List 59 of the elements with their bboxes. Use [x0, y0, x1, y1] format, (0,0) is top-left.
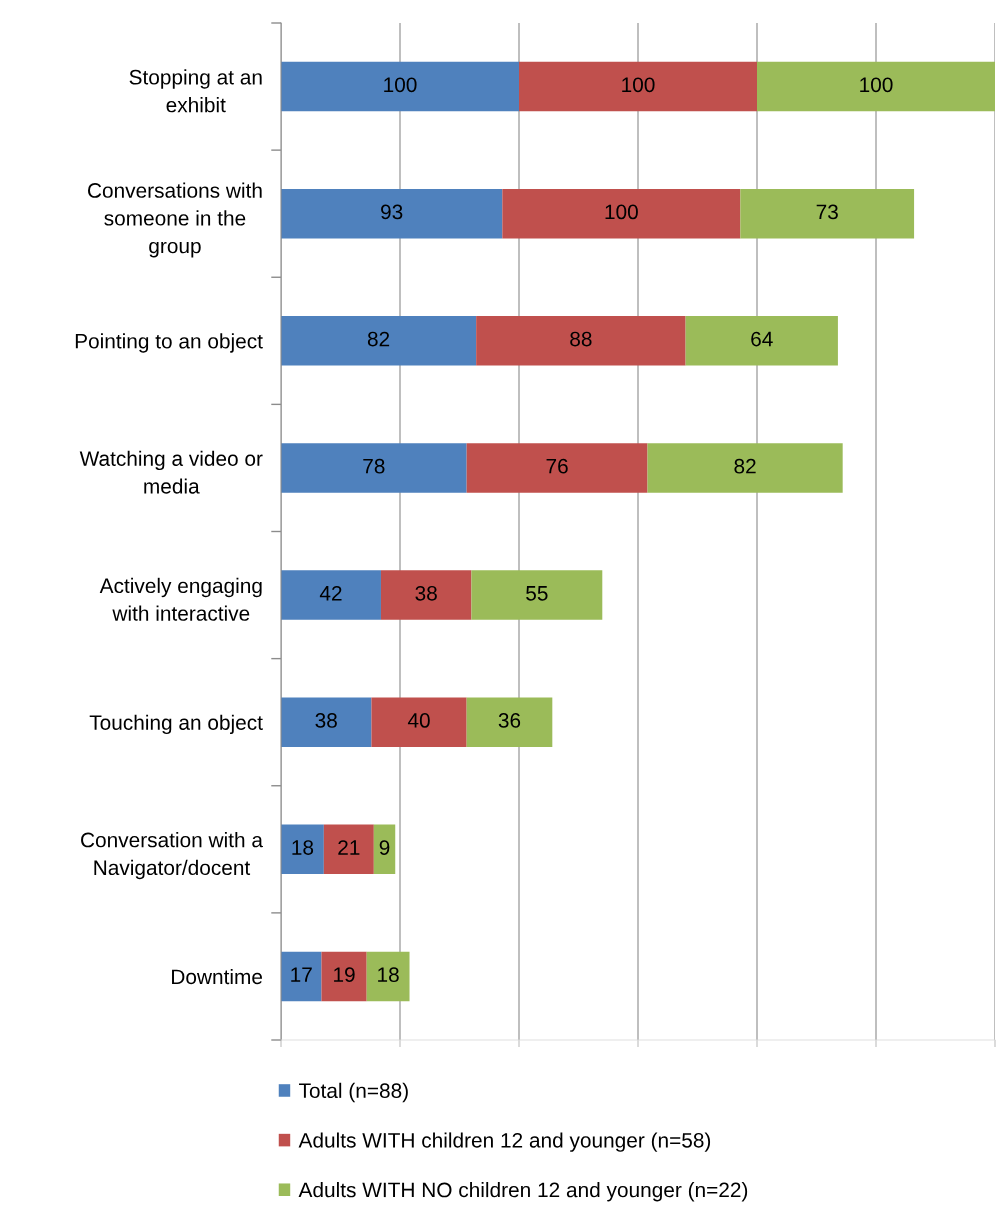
bar — [740, 188, 915, 239]
bar — [366, 951, 410, 1002]
y-tick-label: Stopping at an exhibit — [129, 69, 262, 113]
bar — [281, 697, 372, 747]
bar — [647, 443, 843, 493]
data-label: 76 — [546, 458, 568, 474]
y-tick-label: Conversation with a Navigator/docent — [81, 832, 263, 880]
bar — [281, 951, 322, 1002]
data-label: 18 — [292, 840, 314, 855]
bar — [323, 824, 374, 875]
bar — [281, 188, 503, 239]
data-label: 100 — [384, 77, 417, 93]
data-label: 40 — [407, 713, 430, 728]
bar — [380, 570, 472, 620]
bar — [466, 443, 648, 493]
bar — [466, 697, 553, 747]
data-label: 42 — [319, 585, 342, 601]
y-tick-label: Actively engaging with interactive — [99, 577, 262, 621]
bar — [757, 61, 995, 112]
legend-label: Adults WITH NO children 12 and younger (n=22) — [298, 1182, 748, 1202]
y-tick-label: Conversations with someone in the group — [88, 182, 262, 258]
data-label: 78 — [363, 458, 385, 474]
bar — [373, 824, 396, 875]
bar — [519, 61, 757, 112]
data-label: 100 — [622, 77, 655, 93]
data-label: 100 — [605, 204, 638, 220]
data-label: 82 — [734, 458, 756, 474]
data-label: 82 — [367, 331, 390, 347]
data-label: 9 — [379, 840, 390, 855]
bar — [476, 316, 686, 366]
bar — [281, 61, 519, 112]
data-label: 36 — [498, 713, 521, 728]
bar — [685, 316, 838, 366]
bar — [371, 697, 467, 747]
y-tick-label: Pointing to an object — [75, 333, 263, 353]
bar — [471, 570, 603, 620]
bar — [321, 951, 367, 1002]
data-label: 17 — [291, 967, 312, 982]
data-label: 73 — [816, 204, 838, 220]
bar — [281, 443, 467, 493]
data-label: 38 — [415, 585, 437, 601]
data-label: 38 — [315, 713, 337, 728]
bar — [281, 570, 381, 620]
data-label: 21 — [338, 840, 360, 855]
y-tick-label: Watching a video or media — [79, 450, 263, 494]
y-tick-label: Downtime — [172, 968, 263, 985]
data-label: 93 — [381, 204, 403, 220]
bar — [281, 824, 324, 875]
legend-label: Total (n=88) — [299, 1082, 408, 1103]
data-label: 88 — [570, 331, 592, 347]
data-label: 100 — [860, 77, 893, 93]
legend-label: Adults WITH children 12 and younger (n=58) — [298, 1132, 711, 1152]
data-label: 55 — [526, 586, 548, 601]
bar — [281, 316, 477, 366]
bar — [502, 188, 741, 239]
data-label: 18 — [378, 967, 399, 983]
data-label: 64 — [751, 331, 773, 347]
data-label: 19 — [334, 967, 355, 983]
y-tick-label: Touching an object — [89, 714, 263, 735]
